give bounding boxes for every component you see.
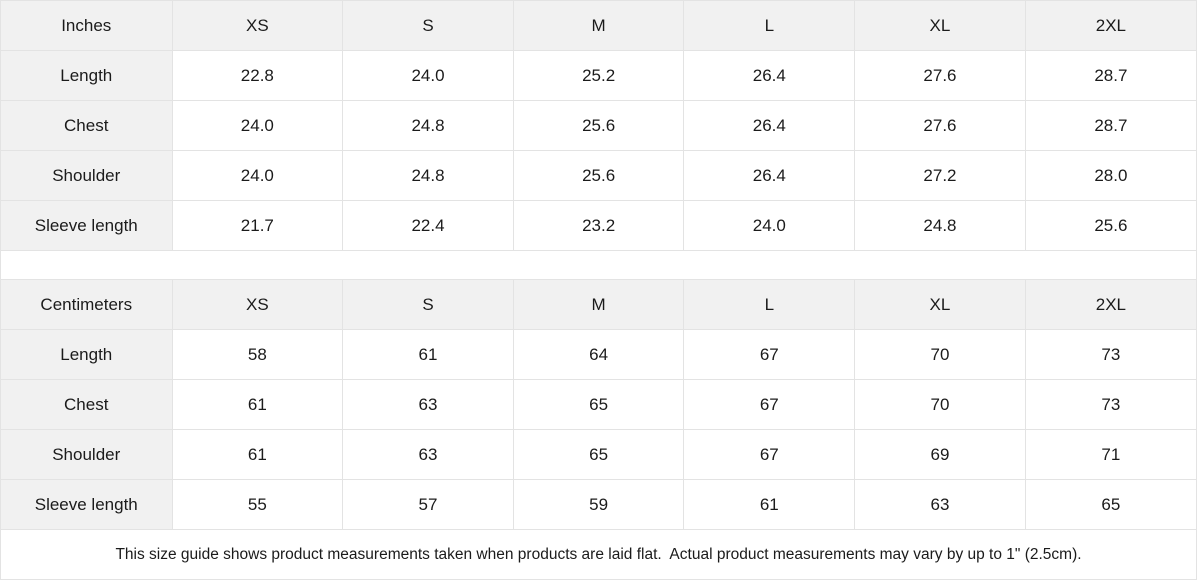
table-row-sleeve-cm: Sleeve length 55 57 59 61 63 65 [1,479,1196,530]
measurement-cell: 24.0 [172,100,344,151]
measurement-cell: 69 [854,429,1026,480]
unit-header-centimeters: Centimeters [1,279,173,330]
table-row-chest-cm: Chest 61 63 65 67 70 73 [1,379,1196,430]
measurement-cell: 27.2 [854,150,1026,201]
row-label: Length [1,50,173,101]
measurement-cell: 21.7 [172,200,344,251]
measurement-cell: 25.6 [513,150,685,201]
row-label: Shoulder [1,429,173,480]
size-table-inches: Inches XS S M L XL 2XL Length 22.8 24.0 … [1,1,1196,251]
measurement-cell: 61 [342,329,514,380]
measurement-cell: 64 [513,329,685,380]
measurement-cell: 26.4 [683,50,856,101]
measurement-cell: 61 [683,479,856,530]
row-label: Sleeve length [1,200,173,251]
row-label: Sleeve length [1,479,173,530]
row-label: Chest [1,379,173,430]
measurement-cell: 28.0 [1025,150,1196,201]
size-column-header-2xl: 2XL [1025,279,1196,330]
measurement-cell: 25.6 [1025,200,1196,251]
measurement-cell: 73 [1025,379,1196,430]
measurement-cell: 65 [513,379,685,430]
size-column-header-l: L [683,1,856,51]
measurement-cell: 26.4 [683,150,856,201]
header-row-centimeters: Centimeters XS S M L XL 2XL [1,279,1196,330]
measurement-cell: 65 [1025,479,1196,530]
measurement-cell: 67 [683,429,856,480]
measurement-cell: 22.4 [342,200,514,251]
table-row-shoulder-cm: Shoulder 61 63 65 67 69 71 [1,429,1196,480]
measurement-cell: 70 [854,379,1026,430]
measurement-cell: 63 [342,379,514,430]
measurement-cell: 28.7 [1025,50,1196,101]
measurement-cell: 71 [1025,429,1196,480]
measurement-cell: 25.2 [513,50,685,101]
size-column-header-xl: XL [854,279,1026,330]
size-column-header-s: S [342,279,514,330]
measurement-cell: 63 [342,429,514,480]
measurement-cell: 24.0 [172,150,344,201]
measurement-cell: 25.6 [513,100,685,151]
header-row-inches: Inches XS S M L XL 2XL [1,1,1196,51]
measurement-cell: 57 [342,479,514,530]
measurement-cell: 24.8 [854,200,1026,251]
size-column-header-l: L [683,279,856,330]
measurement-cell: 73 [1025,329,1196,380]
measurement-cell: 59 [513,479,685,530]
measurement-cell: 55 [172,479,344,530]
measurement-cell: 28.7 [1025,100,1196,151]
measurement-cell: 24.0 [342,50,514,101]
table-row-sleeve-inches: Sleeve length 21.7 22.4 23.2 24.0 24.8 2… [1,200,1196,251]
table-row-shoulder-inches: Shoulder 24.0 24.8 25.6 26.4 27.2 28.0 [1,150,1196,201]
size-guide-note: This size guide shows product measuremen… [1,530,1196,579]
size-column-header-xs: XS [172,279,344,330]
measurement-cell: 24.0 [683,200,856,251]
measurement-cell: 27.6 [854,100,1026,151]
measurement-cell: 61 [172,379,344,430]
table-row-length-inches: Length 22.8 24.0 25.2 26.4 27.6 28.7 [1,50,1196,101]
size-column-header-2xl: 2XL [1025,1,1196,51]
row-label: Chest [1,100,173,151]
measurement-cell: 67 [683,379,856,430]
size-column-header-m: M [513,279,685,330]
table-row-length-cm: Length 58 61 64 67 70 73 [1,329,1196,380]
measurement-cell: 27.6 [854,50,1026,101]
measurement-cell: 65 [513,429,685,480]
size-table-centimeters: Centimeters XS S M L XL 2XL Length 58 61… [1,279,1196,530]
table-spacer [1,251,1196,279]
table-row-chest-inches: Chest 24.0 24.8 25.6 26.4 27.6 28.7 [1,100,1196,151]
size-column-header-xs: XS [172,1,344,51]
measurement-cell: 23.2 [513,200,685,251]
measurement-cell: 67 [683,329,856,380]
size-column-header-xl: XL [854,1,1026,51]
size-column-header-m: M [513,1,685,51]
measurement-cell: 70 [854,329,1026,380]
measurement-cell: 61 [172,429,344,480]
row-label: Shoulder [1,150,173,201]
size-column-header-s: S [342,1,514,51]
measurement-cell: 63 [854,479,1026,530]
unit-header-inches: Inches [1,1,173,51]
measurement-cell: 58 [172,329,344,380]
row-label: Length [1,329,173,380]
measurement-cell: 24.8 [342,100,514,151]
measurement-cell: 22.8 [172,50,344,101]
measurement-cell: 24.8 [342,150,514,201]
measurement-cell: 26.4 [683,100,856,151]
